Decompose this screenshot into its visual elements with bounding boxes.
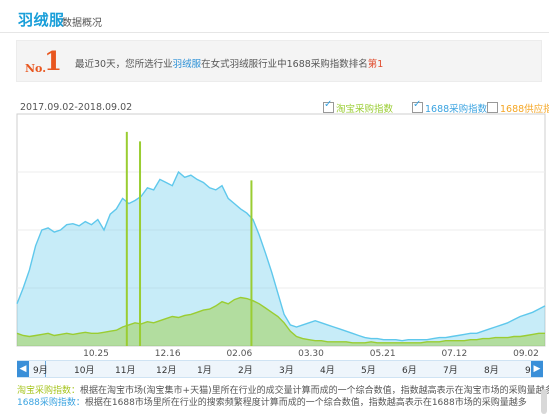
- checkbox-checked-icon[interactable]: [323, 99, 334, 113]
- navigator-month: 9月: [33, 366, 48, 376]
- rank-no-label: No.: [25, 62, 47, 75]
- navigator-month: 6月: [402, 366, 417, 376]
- navigator-left-arrow-icon[interactable]: ◀: [17, 361, 29, 377]
- legend-label-supply: 1688供应指数: [500, 104, 549, 115]
- navigator-month: 12月: [156, 366, 177, 376]
- legend-item-1688[interactable]: 1688采购指数: [412, 99, 488, 115]
- x-tick-label: 07.12: [441, 349, 467, 359]
- navigator-month: 10月: [74, 366, 95, 376]
- legend-item-taobao[interactable]: 淘宝采购指数: [323, 99, 394, 115]
- rank-number: 1: [44, 47, 63, 77]
- x-tick-label: 03.30: [298, 349, 324, 359]
- checkbox-checked-icon[interactable]: [412, 99, 423, 113]
- index-notes: 淘宝采购指数：根据在淘宝市场(淘宝集市+天猫)里所在行业的成交量计算而成的一个综…: [17, 385, 549, 409]
- rank-description: 最近30天，您所选行业羽绒服在女式羽绒服行业中1688采购指数排名第1: [75, 56, 383, 70]
- category-title: 羽绒服: [18, 11, 65, 29]
- navigator-month: 3月: [279, 366, 294, 376]
- rank-text-middle: 在女式羽绒服行业中1688采购指数排名: [201, 59, 368, 70]
- time-navigator[interactable]: ◀ 9月10月11月12月1月2月3月4月5月6月7月8月9月 ▶: [17, 360, 549, 378]
- rank-summary-box: No. 1 最近30天，您所选行业羽绒服在女式羽绒服行业中1688采购指数排名第…: [16, 40, 542, 82]
- x-tick-label: 10.25: [83, 349, 109, 359]
- date-range-label: 2017.09.02-2018.09.02: [20, 102, 133, 113]
- x-tick-label: 12.16: [155, 349, 181, 359]
- note-1688-text: 根据在1688市场里所在行业的搜索频繁程度计算而成的一个综合数值，指数越高表示在…: [84, 398, 527, 408]
- navigator-selection-window[interactable]: [45, 361, 549, 377]
- x-axis-ticks: 10.25 12.16 02.06 03.30 05.21 07.12 09.02: [83, 349, 539, 359]
- series-line-taobao: [16, 296, 545, 344]
- note-1688-key: 1688采购指数：: [17, 398, 85, 408]
- x-tick-label: 05.21: [370, 349, 396, 359]
- note-1688: 1688采购指数：根据在1688市场里所在行业的搜索频繁程度计算而成的一个综合数…: [17, 397, 549, 409]
- x-tick-label: 02.06: [226, 349, 252, 359]
- navigator-month: 5月: [361, 366, 376, 376]
- navigator-month: 2月: [238, 366, 253, 376]
- legend-label-1688: 1688采购指数: [425, 104, 488, 115]
- note-taobao-key: 淘宝采购指数：: [17, 386, 81, 396]
- note-taobao: 淘宝采购指数：根据在淘宝市场(淘宝集市+天猫)里所在行业的成交量计算而成的一个综…: [17, 385, 549, 397]
- navigator-month: 4月: [320, 366, 335, 376]
- legend-label-taobao: 淘宝采购指数: [336, 104, 394, 115]
- navigator-month: 11月: [115, 366, 136, 376]
- section-subtitle: 数据概况: [62, 18, 102, 29]
- navigator-month: 1月: [197, 366, 212, 376]
- checkbox-unchecked-icon[interactable]: [487, 102, 498, 113]
- legend-item-supply[interactable]: 1688供应指数: [487, 101, 549, 115]
- rank-category-link[interactable]: 羽绒服: [172, 59, 202, 70]
- chart-series: [16, 131, 546, 346]
- page-scrollbar[interactable]: [541, 389, 547, 414]
- series-area-taobao: [17, 297, 545, 346]
- navigator-month: 7月: [443, 366, 458, 376]
- rank-text-before: 最近30天，您所选行业: [75, 59, 173, 70]
- navigator-month: 8月: [484, 366, 499, 376]
- series-line-1688: [16, 170, 546, 342]
- navigator-right-arrow-icon[interactable]: ▶: [531, 361, 543, 377]
- x-tick-label: 09.02: [513, 349, 539, 359]
- chart-gridlines: [16, 113, 546, 347]
- note-taobao-text: 根据在淘宝市场(淘宝集市+天猫)里所在行业的成交量计算而成的一个综合数值，指数越…: [80, 386, 549, 396]
- series-area-1688: [17, 172, 545, 346]
- page-header: 羽绒服 数据概况: [0, 0, 549, 33]
- rank-position: 第1: [367, 59, 384, 70]
